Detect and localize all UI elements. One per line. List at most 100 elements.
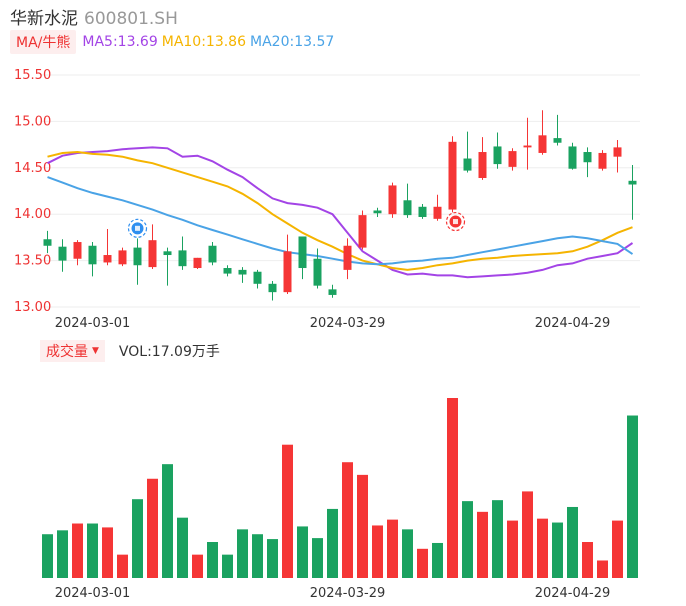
bear-badge-icon: [127, 218, 148, 238]
candle-body: [163, 251, 172, 256]
candle: [523, 117, 532, 170]
candle: [208, 242, 217, 266]
candle-body: [568, 146, 577, 169]
stock-code: 600801.SH: [84, 9, 178, 29]
volume-toggle-button[interactable]: 成交量 ▼: [40, 340, 105, 362]
volume-value: VOL:17.09万手: [118, 344, 220, 360]
candle: [538, 110, 547, 155]
candle: [373, 207, 382, 217]
volume-bar: [237, 529, 248, 578]
candle: [598, 150, 607, 171]
candle-body: [313, 258, 322, 286]
volume-bar: [357, 474, 368, 578]
volume-bar: [522, 491, 533, 578]
ma5-line: [47, 146, 634, 279]
volume-bar: [402, 529, 413, 578]
candle-body: [238, 269, 247, 275]
candle-body: [268, 283, 277, 293]
candle: [193, 257, 202, 269]
candle: [238, 267, 247, 283]
ma-toggle-button[interactable]: MA/牛熊: [10, 30, 77, 54]
candle: [43, 230, 52, 254]
candle: [583, 147, 592, 178]
candle: [58, 239, 67, 272]
candle-body: [343, 245, 352, 270]
candle: [418, 203, 427, 219]
candle: [73, 240, 82, 266]
candle-body: [103, 255, 112, 263]
volume-bar: [42, 534, 53, 578]
candle-body: [328, 289, 337, 295]
candle: [508, 148, 517, 171]
candle: [448, 136, 457, 213]
bull-badge-icon: [445, 211, 466, 232]
ma20-label: MA20:13.57: [250, 34, 335, 50]
y-tick-label: 13.50: [14, 254, 51, 269]
candle: [433, 194, 442, 221]
candle-body: [373, 210, 382, 214]
price-grid: [40, 74, 640, 308]
volume-legend: 成交量 ▼ VOL:17.09万手: [40, 340, 220, 362]
candle-body: [388, 185, 397, 215]
volume-bar: [552, 522, 563, 578]
candle-body: [463, 158, 472, 171]
candle-body: [193, 257, 202, 269]
volume-bar: [117, 554, 128, 578]
candle: [613, 139, 622, 173]
candle-body: [613, 147, 622, 157]
volume-date-axis: 2024-03-01 2024-03-29 2024-04-29: [55, 586, 611, 601]
volume-bar: [72, 523, 83, 578]
candle: [478, 137, 487, 180]
stock-name: 华新水泥: [10, 9, 78, 29]
candle-body: [73, 242, 82, 259]
candle: [553, 114, 562, 146]
x-date-label: 2024-04-29: [535, 316, 611, 331]
volume-bar: [207, 542, 218, 578]
candle: [388, 182, 397, 218]
candle-body: [253, 271, 262, 284]
candle-body: [178, 250, 187, 267]
candle: [628, 165, 637, 220]
candle: [283, 234, 292, 295]
volume-bar: [57, 530, 68, 578]
candle-body: [478, 152, 487, 179]
x-date-label: 2024-03-29: [310, 316, 386, 331]
y-tick-label: 14.50: [14, 161, 51, 176]
volume-bar: [192, 554, 203, 578]
volume-bar: [387, 519, 398, 578]
volume-bar: [297, 526, 308, 578]
candle-body: [433, 206, 442, 219]
candle-body: [358, 215, 367, 248]
ma10-line: [47, 150, 633, 271]
candle: [268, 281, 277, 301]
volume-bar: [372, 525, 383, 578]
candle-body: [418, 206, 427, 217]
volume-bar: [507, 520, 518, 578]
candle-body: [448, 141, 457, 210]
volume-bar: [462, 501, 473, 578]
x-date-label: 2024-03-29: [310, 586, 386, 601]
candle: [343, 238, 352, 280]
volume-bar: [597, 560, 608, 578]
y-tick-label: 13.00: [14, 300, 51, 315]
x-date-label: 2024-03-01: [55, 586, 131, 601]
volume-bar: [447, 398, 458, 578]
volume-bar: [612, 520, 623, 578]
volume-bar: [492, 500, 503, 578]
candle: [223, 265, 232, 277]
candle-body: [43, 239, 52, 246]
ma-legend: MA/牛熊 MA5:13.69 MA10:13.86 MA20:13.57: [10, 30, 338, 54]
candle: [358, 210, 367, 250]
candle-body: [283, 251, 292, 293]
candle-body: [553, 138, 562, 143]
ma-lines: [47, 146, 634, 279]
candle-body: [88, 245, 97, 265]
ma20-line: [47, 176, 634, 266]
candle: [298, 236, 307, 280]
y-tick-label: 15.50: [14, 68, 51, 83]
candle: [148, 224, 157, 269]
volume-bar: [567, 506, 578, 578]
volume-bar: [222, 554, 233, 578]
signal-markers: [127, 211, 466, 238]
